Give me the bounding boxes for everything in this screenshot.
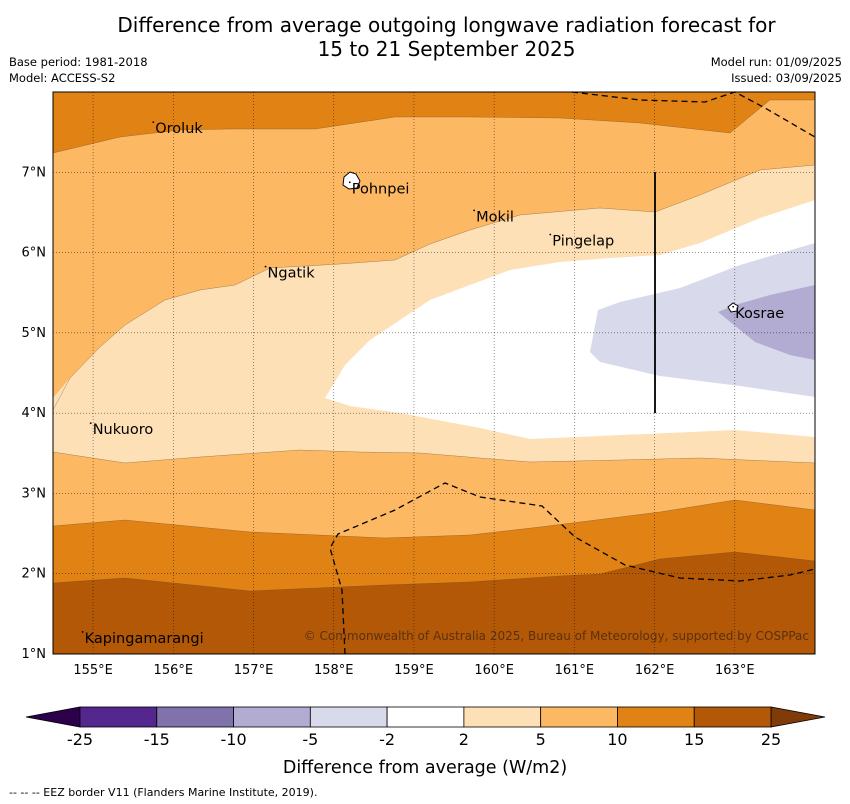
place-label: Nukuoro: [93, 422, 154, 438]
place-label: Kapingamarangi: [85, 631, 204, 647]
x-axis: 155°E 156°E 157°E 158°E 159°E 160°E 161°E 162°E…: [73, 663, 754, 678]
chart-title: Difference from average outgoing longwav…: [0, 13, 850, 61]
colorbar-tick-label: 5: [536, 730, 546, 749]
y-axis: 1°N 2°N 3°N 4°N 5°N 6°N 7°N: [22, 165, 47, 662]
colorbar-tick-label: -25: [67, 730, 93, 749]
place-marker: [81, 631, 84, 633]
meta-right: Model run: 01/09/2025 Issued: 03/09/2025: [711, 54, 842, 86]
colorbar-tick-label: 25: [761, 730, 781, 749]
x-tick-label: 162°E: [635, 663, 675, 678]
x-tick-label: 156°E: [154, 663, 194, 678]
place-marker: [348, 181, 351, 184]
base-period: Base period: 1981-2018: [9, 55, 148, 69]
meta-left: Base period: 1981-2018 Model: ACCESS-S2: [9, 54, 148, 86]
y-tick-label: 5°N: [22, 326, 47, 341]
place-labels: Oroluk Pohnpei Mokil Pingelap Ngatik Kosrae Nu…: [81, 121, 784, 647]
map-frame: [52, 91, 816, 655]
colorbar-over-arrow: [770, 706, 826, 728]
place-marker: [473, 209, 476, 212]
contour-pos-15-25-south: [53, 552, 815, 654]
colorbar-segment: [156, 706, 234, 728]
place-label: Pingelap: [552, 234, 614, 250]
place-label: Kosrae: [735, 306, 784, 322]
colorbar-tick-label: -15: [144, 730, 170, 749]
place-marker: [549, 233, 552, 236]
colorbar-under-arrow: [25, 706, 81, 728]
x-tick-label: 160°E: [474, 663, 514, 678]
x-tick-label: 158°E: [314, 663, 354, 678]
colorbar: -25 -15 -10 -5 -2 2 5 10 15 25: [25, 706, 826, 749]
colorbar-segment: [386, 706, 465, 728]
place-marker: [732, 305, 735, 308]
y-tick-label: 4°N: [22, 406, 47, 421]
place-label: Oroluk: [155, 121, 203, 137]
colorbar-tick-label: -5: [302, 730, 318, 749]
colorbar-tick-label: -2: [379, 730, 395, 749]
place-label: Mokil: [476, 209, 514, 225]
x-tick-label: 159°E: [394, 663, 434, 678]
y-tick-label: 1°N: [22, 647, 47, 662]
colorbar-segment: [463, 706, 542, 728]
copyright-notice: © Commonwealth of Australia 2025, Bureau…: [304, 629, 809, 643]
x-tick-label: 157°E: [234, 663, 274, 678]
colorbar-tick-label: 10: [607, 730, 627, 749]
y-tick-label: 2°N: [22, 567, 47, 582]
contour-pos-10-15-north: [53, 92, 815, 153]
place-label: Pohnpei: [352, 181, 410, 197]
y-tick-label: 7°N: [22, 165, 47, 180]
contour-neg-10-5-region: [718, 285, 815, 360]
place-marker: [152, 121, 155, 124]
contour-neg-5-2-region: [590, 243, 815, 397]
x-tick-label: 163°E: [715, 663, 755, 678]
place-label: Ngatik: [268, 266, 316, 282]
colorbar-segment: [309, 706, 388, 728]
x-tick-label: 161°E: [555, 663, 595, 678]
map-gridlines: [53, 92, 815, 655]
place-marker: [264, 265, 267, 268]
colorbar-segment: [233, 706, 311, 728]
colorbar-segment: [540, 706, 618, 728]
eez-footnote: -- -- -- EEZ border V11 (Flanders Marine…: [9, 786, 318, 799]
map-plot-area: [53, 92, 815, 654]
title-line-2: 15 to 21 September 2025: [317, 37, 576, 61]
place-marker: [89, 422, 92, 425]
colorbar-segment: [617, 706, 695, 728]
colorbar-segment: [79, 706, 158, 728]
pohnpei-island-shape: [342, 171, 361, 190]
colorbar-tick-label: 15: [684, 730, 704, 749]
contour-lines: [53, 99, 815, 592]
colorbar-tick-label: 2: [459, 730, 469, 749]
title-line-1: Difference from average outgoing longwav…: [117, 13, 776, 37]
y-tick-label: 3°N: [22, 486, 47, 501]
eez-border: [329, 91, 816, 655]
model-run: Model run: 01/09/2025: [710, 55, 842, 69]
colorbar-label: Difference from average (W/m2): [283, 758, 567, 778]
model-name: Model: ACCESS-S2: [9, 71, 116, 85]
issued-date: Issued: 03/09/2025: [731, 71, 842, 85]
colorbar-tick-label: -10: [220, 730, 246, 749]
y-tick-label: 6°N: [22, 246, 47, 261]
colorbar-segment: [693, 706, 772, 728]
x-tick-label: 155°E: [73, 663, 113, 678]
